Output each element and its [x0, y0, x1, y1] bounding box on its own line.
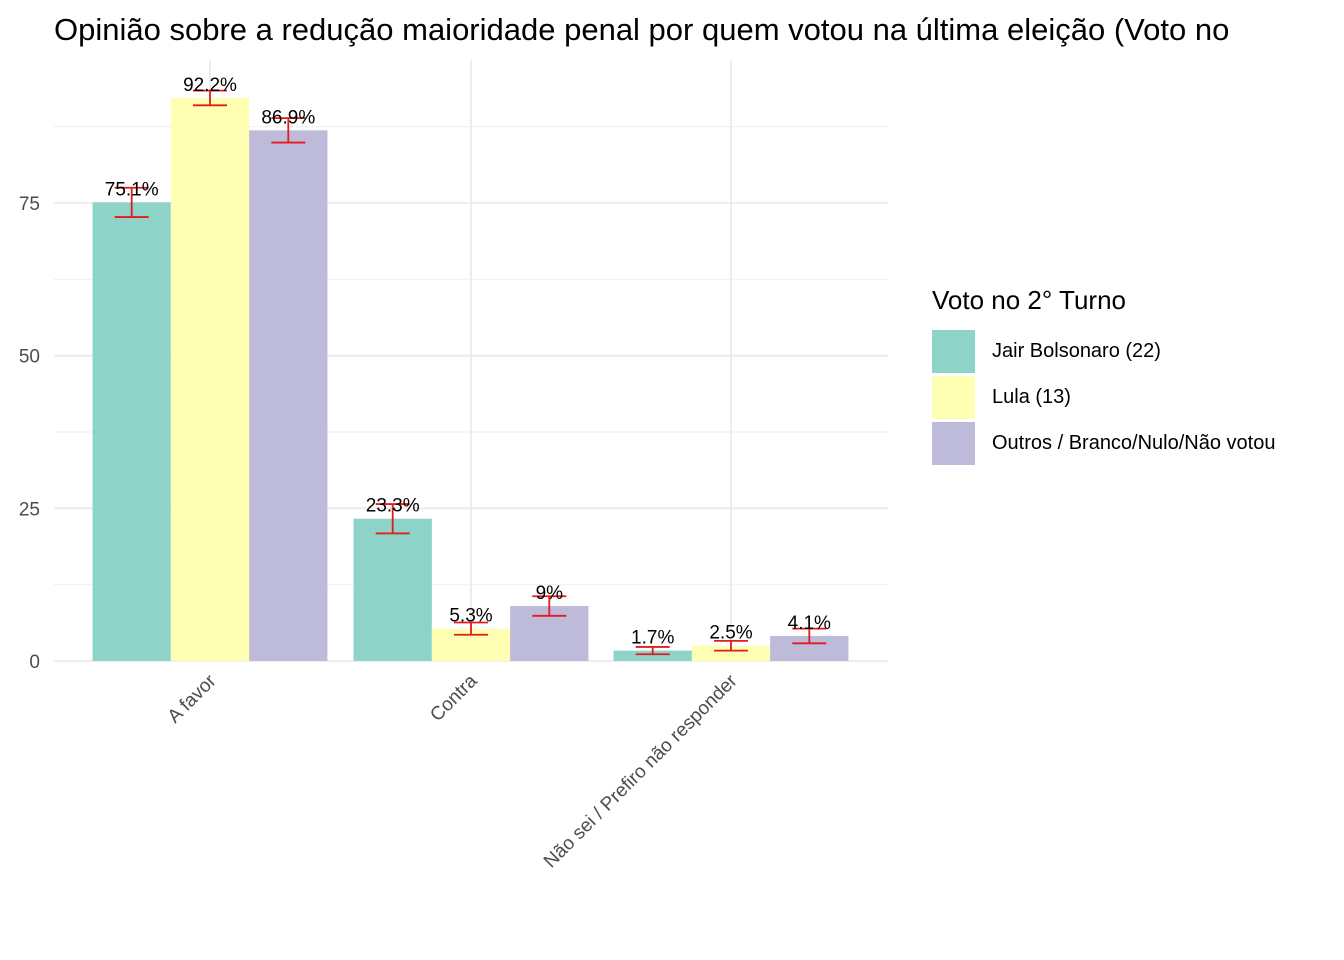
bar: [353, 518, 432, 661]
bar: [170, 97, 250, 661]
data-label: 9%: [536, 583, 564, 604]
data-label: 4.1%: [788, 613, 831, 634]
chart-title: Opinião sobre a redução maioridade penal…: [54, 12, 1230, 47]
data-label: 23.3%: [366, 496, 420, 517]
bar: [249, 130, 328, 661]
error-bar: [454, 621, 488, 636]
error-bar-layer: [114, 89, 827, 656]
x-tick-label: Não sei / Prefiro não responder: [540, 670, 742, 872]
data-label: 5.3%: [449, 606, 492, 627]
data-label: 86.9%: [261, 107, 315, 128]
legend-label-lula: Lula (13): [992, 385, 1071, 408]
y-tick-label: 50: [19, 347, 40, 368]
legend-swatch-outros: [932, 421, 975, 465]
error-bar: [792, 627, 827, 645]
error-bar: [114, 186, 149, 218]
data-label: 2.5%: [709, 623, 752, 644]
bar: [691, 645, 771, 661]
data-label-layer: 75.1% 92.2% 86.9% 23.3% 5.3% 9% 1.7% 2.5% 4.1%: [105, 75, 831, 649]
y-tick-label: 25: [19, 499, 40, 520]
bar-layer: [92, 97, 849, 661]
error-bar: [635, 646, 670, 656]
legend-swatch-lula: [932, 375, 975, 419]
error-bar: [271, 117, 306, 144]
legend-item-outros: Outros / Branco/Nulo/Não votou: [932, 420, 1275, 466]
error-bar: [532, 595, 567, 617]
y-tick-label: 0: [29, 652, 40, 673]
legend-title: Voto no 2° Turno: [932, 285, 1126, 315]
x-tick-label: A favor: [164, 670, 221, 727]
data-label: 1.7%: [631, 628, 674, 649]
legend-item-bolsonaro: Jair Bolsonaro (22): [932, 328, 1275, 374]
legend-swatch-bolsonaro: [932, 329, 975, 373]
legend-item-lula: Lula (13): [932, 374, 1275, 420]
error-bar: [193, 89, 227, 107]
error-bar: [375, 503, 410, 535]
legend-label-outros: Outros / Branco/Nulo/Não votou: [992, 431, 1276, 454]
x-tick-label: Contra: [426, 670, 481, 725]
legend-label-bolsonaro: Jair Bolsonaro (22): [992, 339, 1161, 362]
bar: [92, 202, 171, 661]
legend: Voto no 2° Turno Jair Bolsonaro (22) Lul…: [932, 285, 1275, 466]
error-bar: [714, 639, 748, 652]
data-label: 75.1%: [105, 179, 159, 200]
bar: [613, 650, 692, 661]
y-tick-label: 75: [19, 194, 40, 215]
data-label: 92.2%: [183, 75, 237, 96]
